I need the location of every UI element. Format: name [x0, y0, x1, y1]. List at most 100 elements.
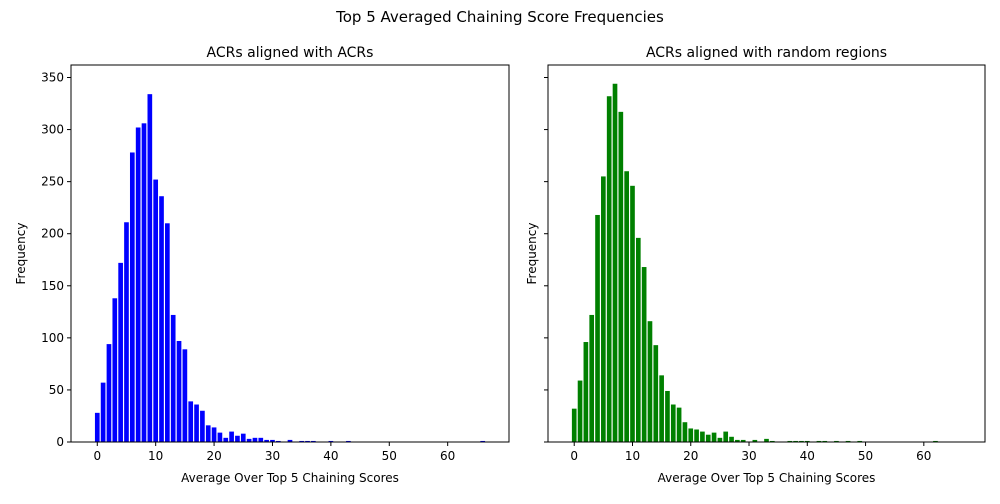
bar-right-20	[688, 428, 694, 442]
x-tick-label-right-30: 30	[741, 449, 756, 463]
x-tick-label-right-10: 10	[625, 449, 640, 463]
x-tick-label-right-50: 50	[858, 449, 873, 463]
bar-left-13	[170, 314, 176, 442]
bar-right-38	[793, 440, 798, 442]
bar-left-29	[264, 439, 269, 442]
bar-left-0	[94, 412, 100, 442]
y-tick-label-left-150: 150	[41, 279, 64, 293]
bar-right-49	[857, 440, 863, 442]
bar-left-10	[153, 179, 159, 442]
bar-right-37	[787, 440, 793, 442]
bar-right-22	[700, 431, 705, 442]
bar-right-31	[752, 439, 758, 442]
bar-right-25	[717, 437, 723, 442]
bar-left-26	[246, 438, 252, 442]
bar-right-0	[571, 408, 577, 442]
bar-left-6	[129, 152, 135, 443]
x-tick-label-left-10: 10	[148, 449, 163, 463]
bar-right-8	[618, 111, 624, 443]
bar-left-43	[346, 440, 351, 442]
bar-right-7	[612, 83, 618, 442]
bar-left-2	[106, 344, 112, 442]
chart-title-right: ACRs aligned with random regions	[646, 45, 887, 61]
figure-title: Top 5 Averaged Chaining Score Frequencie…	[335, 8, 664, 26]
x-tick-label-left-0: 0	[93, 449, 101, 463]
bar-left-27	[252, 437, 258, 442]
bar-right-4	[595, 214, 600, 442]
bar-left-23	[229, 431, 234, 442]
bar-left-33	[287, 439, 293, 442]
y-tick-label-left-250: 250	[41, 175, 64, 189]
bar-right-17	[670, 404, 676, 442]
x-axis-label-left: Average Over Top 5 Chaining Scores	[181, 471, 399, 485]
bar-right-45	[834, 440, 839, 442]
bar-right-43	[822, 440, 828, 442]
bar-left-7	[135, 127, 141, 443]
bar-left-16	[188, 401, 194, 442]
bar-left-24	[235, 435, 240, 442]
bar-right-11	[635, 237, 641, 442]
bar-right-10	[630, 185, 635, 442]
y-tick-label-left-100: 100	[41, 331, 64, 345]
bar-right-18	[676, 407, 682, 442]
bar-right-40	[804, 440, 810, 442]
bar-left-18	[200, 410, 205, 442]
bar-right-3	[589, 314, 595, 442]
x-tick-label-right-20: 20	[683, 449, 698, 463]
bar-right-1	[577, 380, 583, 442]
bar-left-20	[211, 427, 217, 442]
axes-frame-left	[70, 64, 510, 443]
x-tick-label-left-40: 40	[323, 449, 338, 463]
bar-right-28	[735, 439, 740, 442]
bar-right-21	[694, 429, 699, 442]
bar-left-15	[182, 349, 188, 442]
bar-right-16	[665, 390, 670, 442]
bar-left-1	[100, 382, 106, 442]
y-tick-label-left-50: 50	[49, 383, 64, 397]
bar-left-21	[217, 432, 223, 442]
bar-left-12	[165, 223, 170, 442]
x-tick-label-right-40: 40	[800, 449, 815, 463]
bar-right-19	[682, 422, 688, 442]
bar-left-28	[258, 437, 264, 442]
y-tick-label-left-0: 0	[56, 435, 64, 449]
x-axis-label-right: Average Over Top 5 Chaining Scores	[658, 471, 876, 485]
bar-left-30	[270, 439, 275, 442]
bar-right-39	[799, 440, 804, 442]
bar-left-3	[112, 298, 118, 442]
y-tick-label-left-350: 350	[41, 70, 64, 84]
bar-right-5	[601, 176, 606, 442]
bar-right-23	[705, 434, 711, 442]
x-tick-label-left-20: 20	[206, 449, 221, 463]
bar-left-4	[118, 262, 123, 442]
y-tick-label-left-200: 200	[41, 227, 64, 241]
bar-right-33	[764, 438, 769, 442]
bar-right-62	[933, 440, 938, 442]
y-axis-label-right: Frequency	[525, 223, 539, 285]
y-axis-label-left: Frequency	[14, 223, 28, 285]
x-tick-label-left-30: 30	[265, 449, 280, 463]
bar-right-6	[606, 96, 612, 443]
right-chart-panel: 0 10 20 30 40 50 60 ACRs aligned with random re…	[525, 45, 986, 485]
bar-right-13	[647, 321, 653, 442]
y-tick-label-left-300: 300	[41, 123, 64, 137]
bar-right-2	[583, 342, 589, 442]
bar-left-11	[159, 196, 164, 442]
bar-left-9	[147, 94, 153, 442]
bar-left-8	[141, 123, 147, 442]
bar-right-34	[770, 440, 775, 442]
bar-right-9	[624, 171, 629, 443]
bar-right-29	[740, 439, 746, 442]
bar-right-15	[659, 375, 664, 442]
x-tick-label-left-50: 50	[382, 449, 397, 463]
bar-left-14	[176, 340, 182, 442]
bar-left-22	[223, 437, 229, 442]
bar-right-47	[845, 440, 851, 442]
bar-right-12	[641, 267, 647, 442]
axes-frame-right	[547, 64, 986, 443]
x-tick-label-right-0: 0	[570, 449, 578, 463]
bar-right-27	[729, 436, 734, 442]
x-tick-label-right-60: 60	[916, 449, 931, 463]
